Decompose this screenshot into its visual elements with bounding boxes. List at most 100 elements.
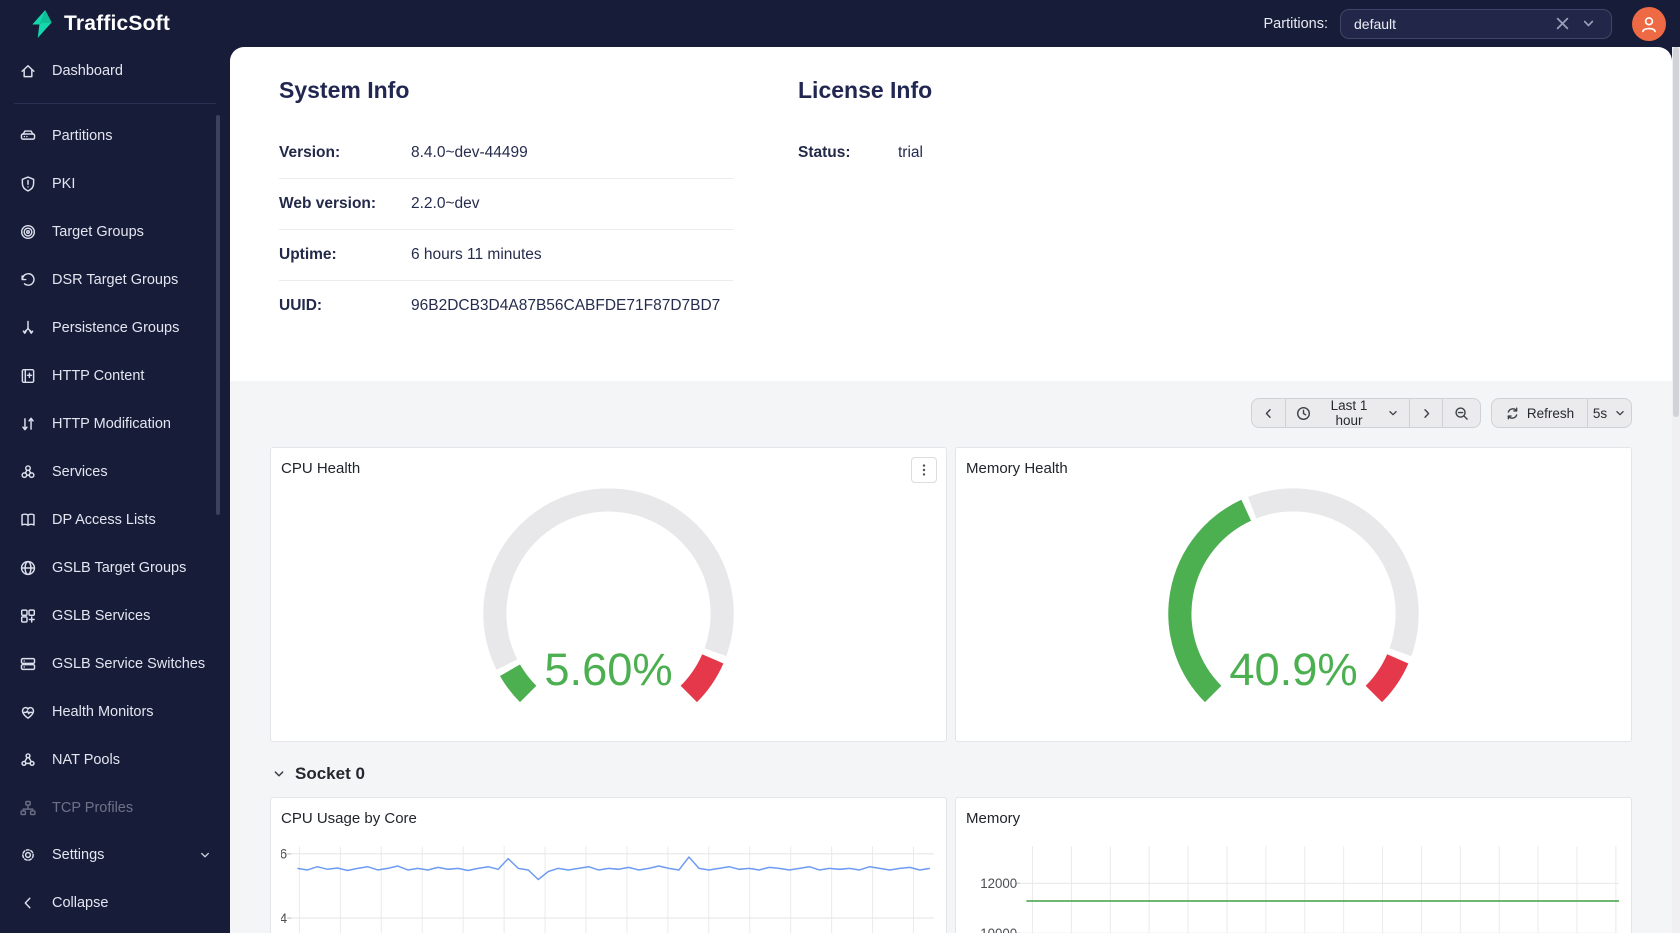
chevron-down-icon — [1389, 410, 1397, 416]
memory-health-card: Memory Health 40.9% — [955, 447, 1632, 742]
cpu-usage-by-core-card: CPU Usage by Core 64 — [270, 797, 947, 933]
sidebar-item-tcp-profiles[interactable]: TCP Profiles — [0, 784, 230, 832]
kebab-menu-icon[interactable] — [911, 457, 937, 483]
sidebar-item-label: Target Groups — [52, 224, 144, 240]
sidebar-item-pki[interactable]: PKI — [0, 160, 230, 208]
sidebar: Dashboard Partitions PKI Target Groups DSR T… — [0, 47, 230, 933]
info-row-version: Version: 8.4.0~dev-44499 — [279, 128, 733, 179]
sidebar-item-label: Partitions — [52, 128, 113, 144]
sidebar-item-gslb-services[interactable]: GSLB Services — [0, 592, 230, 640]
x-icon[interactable] — [1549, 11, 1575, 37]
zoom-out-button[interactable] — [1442, 398, 1481, 428]
time-toolbar: Last 1 hour Refresh — [270, 398, 1632, 428]
stacked-drives-icon — [19, 655, 37, 673]
sidebar-item-services[interactable]: Services — [0, 448, 230, 496]
cpu-health-gauge: 5.60% — [483, 488, 734, 703]
sidebar-item-http-modification[interactable]: HTTP Modification — [0, 400, 230, 448]
zoom-out-icon — [1455, 406, 1468, 420]
page-scrollbar[interactable] — [1672, 47, 1680, 933]
partition-select-value: default — [1354, 15, 1397, 32]
brand-name: TrafficSoft — [64, 11, 171, 35]
sidebar-item-target-groups[interactable]: Target Groups — [0, 208, 230, 256]
node-cluster-icon — [19, 463, 37, 481]
svg-text:10000: 10000 — [980, 926, 1017, 933]
gear-icon — [19, 846, 37, 864]
chevron-right-icon — [1423, 408, 1429, 418]
chevron-down-icon[interactable] — [1575, 11, 1601, 37]
socket-0-collapse-header[interactable]: Socket 0 — [272, 764, 1632, 784]
chevron-left-icon — [19, 894, 37, 912]
sidebar-item-label: Persistence Groups — [52, 320, 180, 336]
info-row-web-version: Web version: 2.2.0~dev — [279, 179, 733, 230]
info-row-uuid: UUID: 96B2DCB3D4A87B56CABFDE71F87D7BD7 — [279, 297, 721, 314]
stats-panel: Last 1 hour Refresh — [230, 381, 1672, 933]
trafficsoft-logo[interactable]: TrafficSoft — [30, 9, 171, 38]
sidebar-item-partitions[interactable]: Partitions — [0, 112, 230, 160]
svg-text:5.60%: 5.60% — [544, 644, 672, 695]
refresh-interval-select[interactable]: 5s — [1587, 398, 1632, 428]
arrows-up-down-icon — [19, 415, 37, 433]
cpu-health-card: CPU Health 5.60% — [270, 447, 947, 742]
share-nodes-icon — [19, 751, 37, 769]
bolt-logo-icon — [32, 9, 52, 38]
chart-title: Memory — [966, 810, 1021, 827]
sidebar-item-label: GSLB Service Switches — [52, 656, 206, 672]
info-section: System Info Version: 8.4.0~dev-44499 Web… — [230, 47, 1672, 381]
memory-health-gauge: 40.9% — [1168, 488, 1419, 703]
sidebar-item-label: Health Monitors — [52, 704, 154, 720]
sidebar-item-persistence-groups[interactable]: Persistence Groups — [0, 304, 230, 352]
sidebar-collapse-label: Collapse — [52, 895, 109, 911]
sidebar-item-label: GSLB Target Groups — [52, 560, 187, 576]
sidebar-item-gslb-target-groups[interactable]: GSLB Target Groups — [0, 544, 230, 592]
split-down-arrow-icon — [19, 319, 37, 337]
time-next-button[interactable] — [1409, 398, 1443, 428]
chevron-left-icon — [1265, 408, 1271, 418]
sidebar-item-dashboard[interactable]: Dashboard — [0, 47, 230, 95]
sidebar-item-label: HTTP Content — [52, 368, 145, 384]
sidebar-item-label: PKI — [52, 176, 76, 192]
sidebar-collapse-button[interactable]: Collapse — [0, 879, 230, 927]
time-range-select[interactable]: Last 1 hour — [1285, 398, 1410, 428]
refresh-button[interactable]: Refresh — [1491, 398, 1588, 428]
info-row-license-status: Status: trial — [798, 144, 923, 161]
partition-select[interactable]: default — [1340, 8, 1612, 39]
gauge-title: CPU Health — [281, 460, 361, 477]
sidebar-item-label: HTTP Modification — [52, 416, 171, 432]
globe-icon — [19, 559, 37, 577]
sidebar-item-dp-access-lists[interactable]: DP Access Lists — [0, 496, 230, 544]
sidebar-item-settings[interactable]: Settings — [0, 831, 230, 879]
sidebar-item-label: Dashboard — [52, 63, 123, 79]
sidebar-item-http-content[interactable]: HTTP Content — [0, 352, 230, 400]
heart-pulse-icon — [19, 703, 37, 721]
clock-icon — [1296, 406, 1311, 420]
sidebar-item-label: Services — [52, 464, 108, 480]
svg-text:12000: 12000 — [980, 876, 1017, 891]
sidebar-item-label: NAT Pools — [52, 752, 120, 768]
refresh-icon — [1507, 407, 1518, 419]
time-prev-button[interactable] — [1251, 398, 1286, 428]
svg-text:40.9%: 40.9% — [1229, 644, 1357, 695]
license-info-title: License Info — [798, 77, 933, 103]
chart-title: CPU Usage by Core — [281, 810, 417, 827]
sidebar-item-label: DP Access Lists — [52, 512, 156, 528]
chevron-down-icon — [274, 771, 284, 777]
sidebar-scrollbar[interactable] — [216, 115, 220, 515]
user-avatar[interactable] — [1632, 6, 1666, 41]
socket-section-title: Socket 0 — [295, 764, 365, 783]
sidebar-item-label: DSR Target Groups — [52, 272, 179, 288]
sidebar-item-nat-pools[interactable]: NAT Pools — [0, 736, 230, 784]
sidebar-item-label: TCP Profiles — [52, 800, 134, 816]
undo-arrow-icon — [19, 271, 37, 289]
memory-chart: 12000100008000Mb — [980, 846, 1619, 933]
open-book-icon — [19, 511, 37, 529]
book-plus-icon — [19, 367, 37, 385]
topbar: TrafficSoft Partitions: default — [0, 0, 1680, 47]
sidebar-divider — [14, 103, 216, 104]
sidebar-item-gslb-service-switches[interactable]: GSLB Service Switches — [0, 640, 230, 688]
sidebar-item-label: Settings — [52, 847, 105, 863]
sitemap-icon — [19, 799, 37, 817]
drive-icon — [19, 127, 37, 145]
sidebar-item-health-monitors[interactable]: Health Monitors — [0, 688, 230, 736]
sidebar-item-dsr-target-groups[interactable]: DSR Target Groups — [0, 256, 230, 304]
home-icon — [19, 62, 37, 80]
